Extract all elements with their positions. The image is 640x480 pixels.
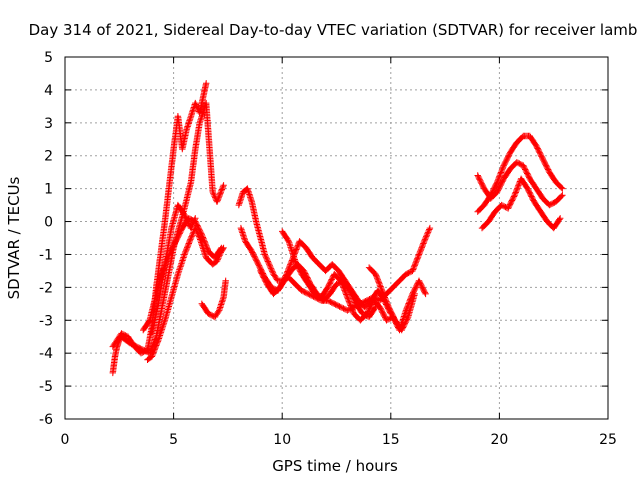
data-marker-path	[365, 264, 418, 334]
data-marker-path	[257, 238, 394, 317]
y-tick-label: -6	[39, 412, 53, 428]
data-series	[478, 175, 564, 232]
data-series	[365, 264, 418, 334]
data-marker-path	[148, 201, 199, 337]
x-tick-label: 10	[273, 432, 291, 448]
data-series	[198, 277, 229, 321]
x-tick-label: 15	[382, 432, 400, 448]
y-tick-label: 3	[44, 116, 53, 132]
x-tick-label: 20	[490, 432, 508, 448]
y-tick-label: -4	[39, 346, 53, 362]
chart-title: Day 314 of 2021, Sidereal Day-to-day VTE…	[29, 21, 638, 39]
y-tick-label: -3	[39, 313, 53, 329]
data-marker-path	[474, 159, 566, 209]
y-tick-label: -5	[39, 379, 53, 395]
data-series	[235, 185, 434, 314]
x-tick-label: 5	[169, 432, 178, 448]
data-series	[257, 238, 394, 317]
data-marker-path	[144, 224, 227, 363]
data-marker-path	[198, 277, 229, 321]
data-series	[148, 201, 199, 337]
data-series	[144, 224, 227, 363]
y-tick-label: -1	[39, 247, 53, 263]
axis-ticks: 0 5 10 15 20 25 -6 -5 -4 -3 -2 -1 0 1 2 3 4 5	[39, 50, 617, 448]
plot-border	[64, 56, 609, 420]
data-marker-path	[235, 185, 434, 314]
y-tick-label: 1	[44, 182, 53, 198]
x-tick-label: 0	[61, 432, 70, 448]
data-points	[109, 80, 566, 377]
plot-frame	[64, 56, 609, 420]
y-tick-label: 0	[44, 215, 53, 231]
data-series	[474, 159, 566, 209]
y-tick-label: 5	[44, 50, 53, 66]
x-axis-title: GPS time / hours	[272, 457, 398, 475]
y-axis-title: SDTVAR / TECUs	[5, 176, 23, 299]
y-tick-label: 4	[44, 83, 53, 99]
x-tick-label: 25	[599, 432, 617, 448]
data-marker-path	[478, 175, 564, 232]
y-tick-label: 2	[44, 149, 53, 165]
y-tick-label: -2	[39, 280, 53, 296]
grid-lines	[65, 57, 608, 419]
